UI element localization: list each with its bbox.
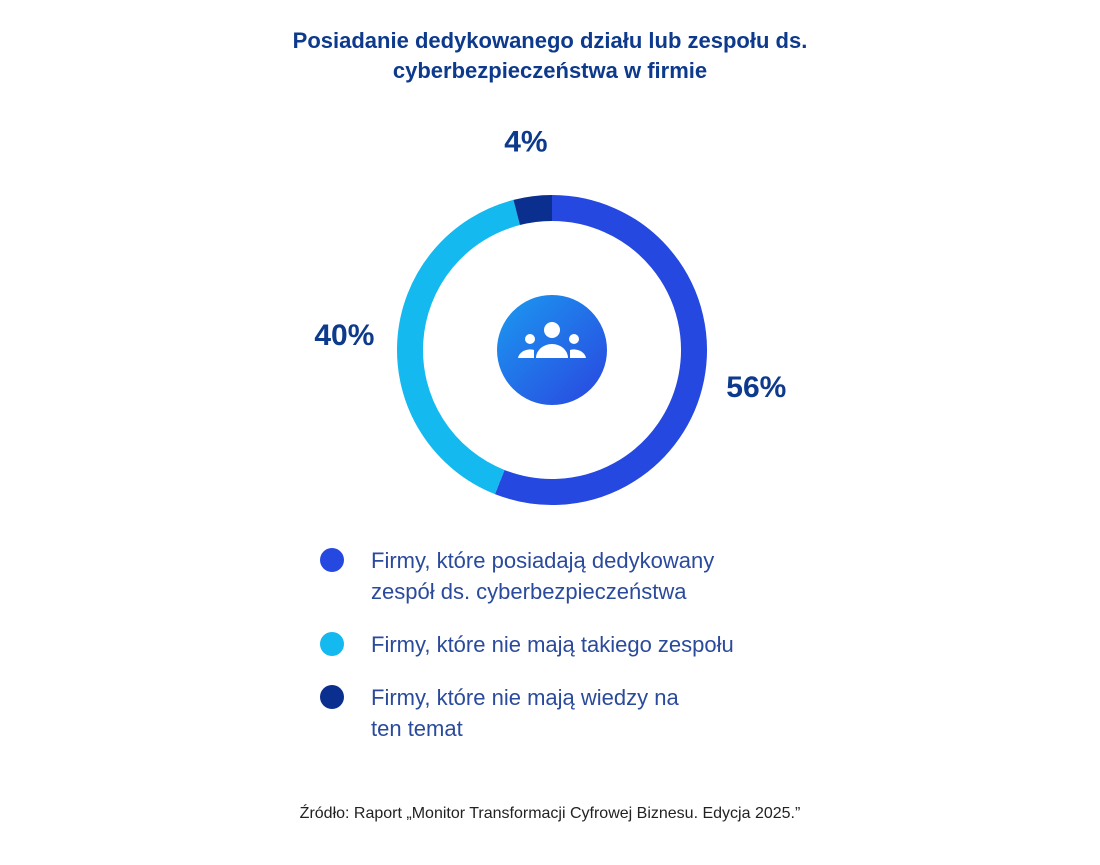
legend-label: Firmy, które posiadają dedykowany zespół… (371, 548, 715, 604)
legend-swatch (320, 548, 344, 572)
donut-segment (513, 195, 553, 226)
legend: Firmy, które posiadają dedykowany zespół… (318, 545, 801, 766)
people-icon (518, 322, 586, 358)
legend-label: Firmy, które nie mają wiedzy na ten tema… (371, 685, 679, 741)
donut-segment (397, 199, 521, 495)
chart-title: Posiadanie dedykowanego działu lub zespo… (292, 28, 808, 83)
legend-swatch (320, 632, 344, 656)
donut-segment (494, 195, 707, 505)
legend-item: Firmy, które nie mają takiego zespołu (318, 629, 801, 660)
value-label: 56% (726, 371, 786, 404)
value-label: 40% (314, 319, 374, 352)
value-labels: 56% 40% 4% (314, 126, 786, 404)
legend-swatch (320, 685, 344, 709)
source: Źródło: Raport „Monitor Transformacji Cy… (299, 805, 801, 822)
donut (397, 195, 707, 505)
legend-item: Firmy, które nie mają wiedzy na ten tema… (318, 682, 701, 744)
legend-item: Firmy, które posiadają dedykowany zespół… (318, 545, 771, 607)
value-label: 4% (504, 126, 547, 159)
legend-label: Firmy, które nie mają takiego zespołu (371, 632, 734, 657)
